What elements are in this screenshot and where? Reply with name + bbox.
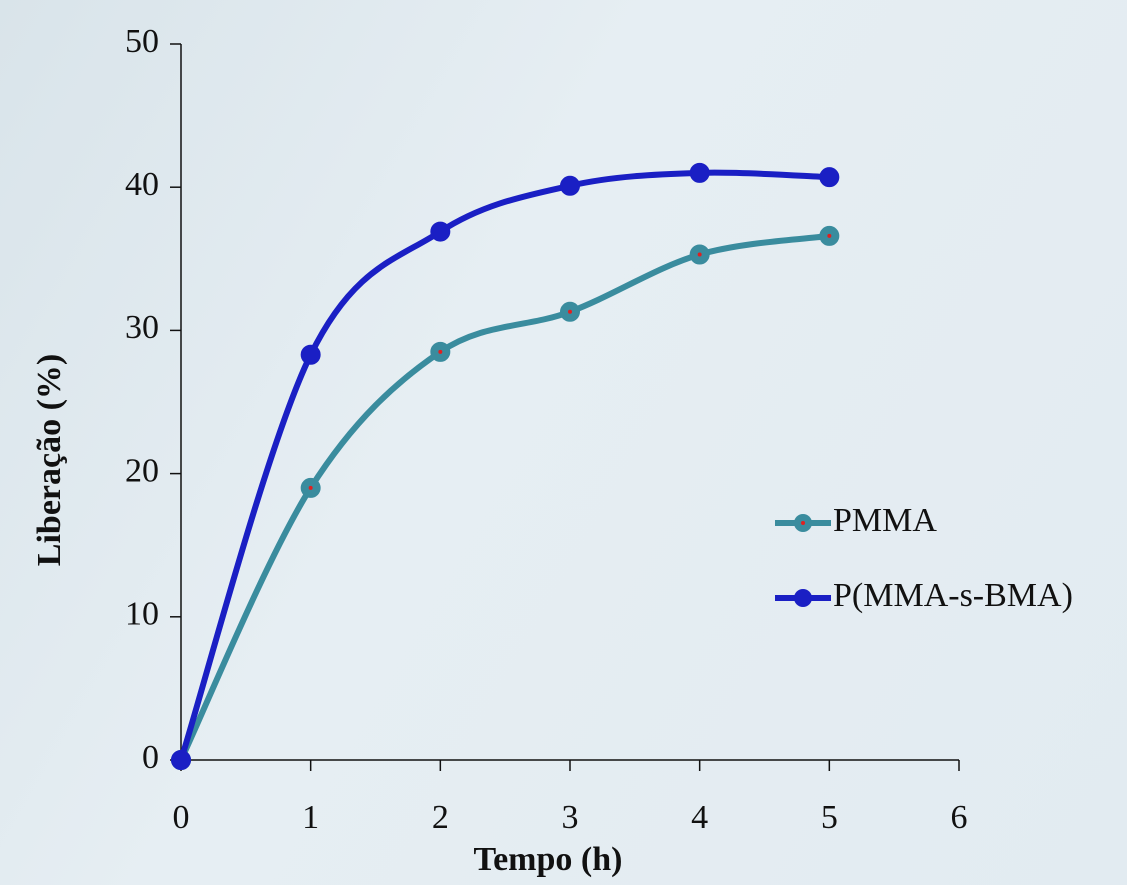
marker-center	[568, 309, 572, 314]
x-tick-label: 5	[821, 799, 838, 836]
y-tick-label: 30	[125, 309, 159, 346]
marker	[300, 344, 321, 365]
x-tick-label: 2	[432, 799, 449, 836]
marker-center	[438, 349, 443, 354]
legend-label: P(MMA-s-BMA)	[833, 577, 1073, 614]
y-axis-title: Liberação (%)	[31, 354, 68, 566]
marker	[560, 175, 580, 196]
marker-center	[697, 252, 702, 257]
marker	[430, 221, 451, 242]
legend-label: PMMA	[833, 502, 937, 539]
series-line	[178, 169, 830, 761]
marker	[819, 167, 840, 188]
y-tick-label: 40	[125, 166, 159, 203]
y-tick-label: 50	[125, 23, 159, 60]
marker-center	[308, 485, 313, 490]
x-tick-label: 4	[691, 799, 708, 836]
legend-marker-center	[801, 521, 805, 525]
x-tick-label: 1	[302, 799, 319, 836]
marker	[689, 162, 710, 183]
legend-marker	[794, 589, 812, 607]
series-line	[178, 232, 830, 762]
x-tick-label: 3	[562, 799, 579, 836]
y-tick-label: 10	[125, 596, 159, 633]
y-tick-label: 0	[142, 739, 159, 776]
marker-center	[827, 233, 832, 238]
x-tick-label: 0	[173, 799, 190, 836]
marker	[171, 750, 191, 770]
y-tick-label: 20	[125, 452, 159, 489]
x-axis-title: Tempo (h)	[474, 841, 623, 878]
x-tick-label: 6	[951, 799, 968, 836]
